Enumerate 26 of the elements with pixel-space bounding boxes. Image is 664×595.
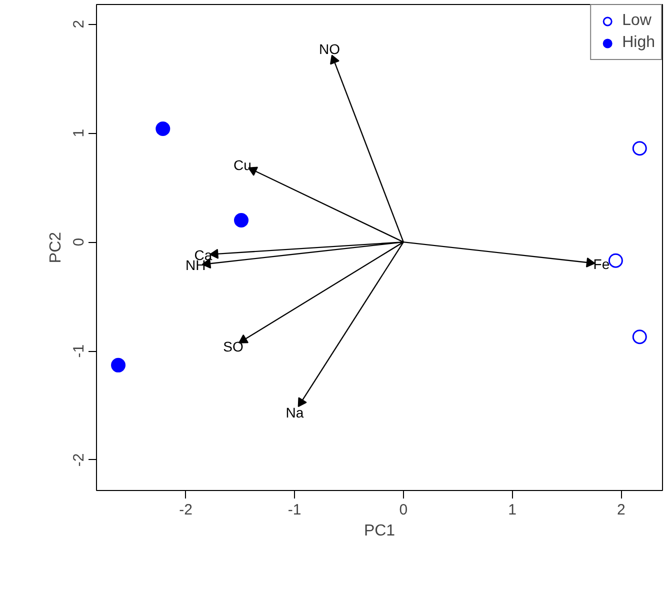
x-tick-label: 1	[508, 502, 516, 518]
y-tick-label: 2	[70, 20, 88, 28]
point	[298, 397, 307, 408]
point	[632, 141, 647, 156]
y-tick-label: -2	[70, 453, 88, 467]
legend-label: High	[622, 34, 655, 52]
point	[632, 330, 647, 344]
annotation: SO	[223, 338, 244, 354]
y-tick-label: -1	[70, 344, 88, 358]
annotation: Na	[286, 404, 304, 420]
annotation: NO	[319, 40, 340, 57]
y-tick-label: 0	[70, 238, 88, 246]
point	[330, 54, 340, 65]
legend-label: Low	[622, 12, 652, 30]
x-tick-label: -2	[179, 502, 192, 518]
y-tick-label: 1	[70, 128, 88, 138]
point	[608, 253, 623, 268]
point	[234, 213, 249, 228]
x-tick-label: 2	[616, 502, 626, 518]
x-tick-label: 0	[399, 502, 408, 518]
y-axis-title: PC2	[48, 232, 64, 264]
x-axis-title: PC1	[364, 522, 396, 540]
point	[156, 121, 170, 136]
x-tick-label: -1	[288, 502, 302, 518]
point	[111, 358, 126, 372]
annotation: Fe	[593, 256, 610, 272]
